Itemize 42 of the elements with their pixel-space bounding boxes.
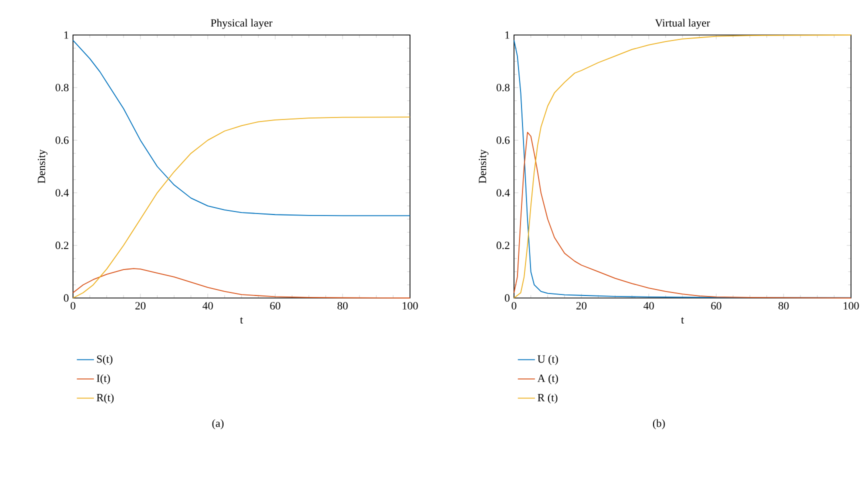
legend-label: A (t) [537, 374, 558, 384]
chart-title: Physical layer [210, 18, 272, 29]
x-tick-label: 20 [135, 302, 146, 310]
x-tick-label: 100 [402, 302, 418, 310]
chart-title: Virtual layer [655, 18, 710, 29]
x-tick-label: 20 [576, 302, 586, 310]
line-series [72, 116, 410, 298]
text: (a) [212, 419, 224, 430]
legend-label: R(t) [96, 394, 114, 404]
y-tick-label: 0.4 [496, 189, 510, 197]
y-tick-label: 1 [505, 31, 510, 39]
line-series [514, 132, 852, 298]
x-tick-label: 60 [270, 302, 280, 310]
x-tick-label: 60 [711, 302, 722, 310]
y-tick-label: 0.8 [56, 84, 69, 92]
y-tick-label: 0.6 [56, 136, 69, 144]
x-tick-label: 100 [844, 302, 859, 310]
x-tick-label: 80 [778, 302, 789, 310]
text: (b) [652, 419, 665, 430]
x-tick-label: 40 [644, 302, 654, 310]
y-tick-label: 0.4 [56, 189, 69, 197]
legend-label: U (t) [538, 355, 558, 365]
legend-label: R (t) [538, 394, 558, 404]
y-tick-label: 0 [64, 294, 69, 302]
x-tick-label: 80 [338, 302, 348, 310]
y-tick-label: 0.2 [496, 242, 510, 250]
x-axis-title: t [240, 317, 243, 324]
x-tick-label: 0 [512, 302, 516, 310]
y-tick-label: 1 [64, 31, 68, 39]
y-tick-label: 0.2 [56, 242, 68, 250]
line-series [72, 268, 410, 298]
y-tick-label: 0 [504, 294, 510, 302]
x-axis-title: t [681, 317, 684, 324]
y-axis-title: Density [478, 149, 488, 184]
legend-label: S(t) [97, 355, 112, 365]
legend-label: I(t) [96, 374, 110, 384]
line-series [72, 40, 410, 216]
y-tick-label: 0.8 [496, 84, 510, 92]
x-tick-label: 0 [70, 302, 76, 310]
y-tick-label: 0.6 [496, 136, 510, 144]
x-tick-label: 40 [202, 302, 213, 310]
y-axis-title: Density [38, 149, 48, 184]
